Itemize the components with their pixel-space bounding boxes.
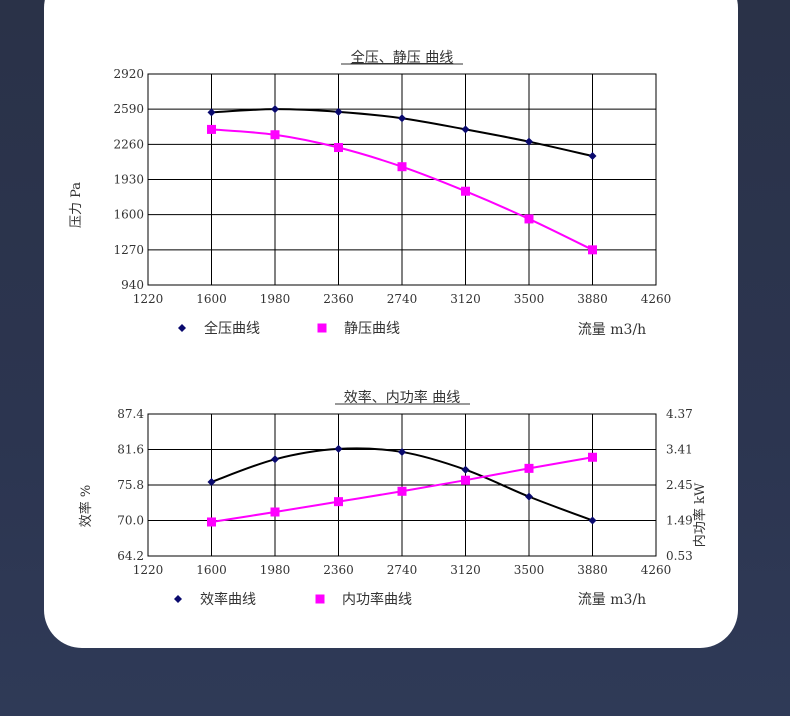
y-tick-label: 1930: [113, 173, 144, 187]
data-point: [271, 455, 279, 464]
y2-tick-label: 1.49: [666, 514, 693, 528]
y-tick-label: 64.2: [117, 549, 144, 563]
efficiency-y2-ticks: 0.53 1.49 2.45 3.41 4.37: [666, 407, 693, 563]
data-point: [397, 486, 407, 496]
data-point: [207, 108, 216, 117]
data-point: [588, 152, 597, 161]
data-point: [334, 444, 343, 453]
data-point: [398, 447, 406, 456]
y-tick-label: 2920: [113, 67, 144, 81]
x-tick-label: 4260: [641, 563, 672, 577]
x-tick-label: 1980: [260, 292, 291, 306]
data-point: [207, 477, 216, 486]
legend-marker: [174, 595, 182, 603]
x-tick-label: 3120: [450, 292, 481, 306]
y2-tick-label: 3.41: [666, 443, 693, 457]
efficiency-x-label: 流量 m3/h: [578, 592, 646, 608]
data-point: [207, 517, 216, 527]
pressure-series: [207, 105, 597, 255]
data-point: [207, 124, 216, 134]
efficiency-chart-grid: [147, 413, 657, 557]
efficiency-y-label: 效率 %: [78, 485, 94, 528]
data-point: [461, 125, 470, 134]
pressure-x-ticks: 1220 1600 1980 2360 2740 3120 3500 3880 4260: [133, 292, 672, 306]
y-tick-label: 2260: [113, 137, 144, 151]
data-point: [461, 475, 470, 485]
y-tick-label: 2590: [113, 102, 144, 116]
y-tick-label: 940: [121, 278, 144, 292]
data-point: [271, 105, 279, 114]
y-tick-label: 87.4: [117, 407, 144, 421]
data-point: [334, 497, 343, 507]
y-tick-label: 70.0: [117, 514, 144, 528]
x-tick-label: 2360: [323, 292, 354, 306]
chart-card: [44, 0, 738, 648]
legend-marker: [317, 323, 327, 333]
x-tick-label: 4260: [641, 292, 672, 306]
efficiency-chart: 效率、内功率 曲线 1220 1600 1980 2360 2740 3120 3500 38…: [78, 389, 708, 608]
power-y-label: 内功率 kW: [692, 482, 708, 547]
pressure-legend: 全压曲线 静压曲线: [178, 320, 400, 337]
efficiency-x-ticks: 1220 1600 1980 2360 2740 3120 3500 3880 4260: [133, 563, 672, 577]
pressure-chart: 全压、静压 曲线 1220 1600 1980 2360 2740 3120 3500 388…: [69, 49, 671, 338]
data-point: [588, 516, 597, 525]
data-point: [397, 162, 407, 172]
data-point: [334, 107, 343, 116]
data-point: [270, 507, 280, 517]
x-tick-label: 1220: [133, 292, 164, 306]
efficiency-series: [207, 444, 597, 527]
x-tick-label: 1600: [196, 563, 227, 577]
data-point: [588, 245, 597, 255]
pressure-y-label: 压力 Pa: [69, 182, 84, 228]
x-tick-label: 1600: [196, 292, 227, 306]
efficiency-chart-title: 效率、内功率 曲线: [344, 389, 460, 406]
data-point: [461, 465, 470, 474]
legend-label: 效率曲线: [200, 591, 256, 608]
y-tick-label: 1600: [113, 208, 144, 222]
legend-label: 全压曲线: [204, 320, 260, 337]
data-point: [524, 214, 534, 224]
x-tick-label: 1980: [260, 563, 291, 577]
data-point: [461, 186, 470, 196]
x-tick-label: 3500: [514, 563, 545, 577]
efficiency-y-ticks: 64.2 70.0 75.8 81.6 87.4: [117, 407, 144, 563]
x-tick-label: 1220: [133, 563, 164, 577]
data-point: [334, 143, 343, 153]
x-tick-label: 2740: [387, 292, 418, 306]
legend-marker: [315, 594, 325, 604]
y-tick-label: 81.6: [117, 443, 144, 457]
data-point: [398, 114, 406, 123]
x-tick-label: 2360: [323, 563, 354, 577]
x-tick-label: 3880: [577, 292, 608, 306]
data-point: [588, 452, 597, 462]
legend-label: 静压曲线: [344, 321, 400, 337]
x-tick-label: 3500: [514, 292, 545, 306]
pressure-chart-grid: [147, 73, 657, 286]
efficiency-legend: 效率曲线 内功率曲线: [174, 591, 412, 608]
pressure-chart-title: 全压、静压 曲线: [351, 49, 453, 66]
y2-tick-label: 2.45: [666, 478, 693, 492]
y-tick-label: 75.8: [117, 478, 144, 492]
x-tick-label: 2740: [387, 563, 418, 577]
pressure-x-label: 流量 m3/h: [578, 322, 646, 338]
data-point: [270, 130, 280, 140]
pressure-y-ticks: 940 1270 1600 1930 2260 2590 2920: [113, 67, 144, 292]
data-point: [525, 137, 533, 146]
legend-label: 内功率曲线: [342, 591, 412, 608]
legend-marker: [178, 324, 186, 332]
y-tick-label: 1270: [113, 243, 144, 257]
y2-tick-label: 0.53: [666, 549, 693, 563]
y2-tick-label: 4.37: [666, 407, 693, 421]
x-tick-label: 3120: [450, 563, 481, 577]
x-tick-label: 3880: [577, 563, 608, 577]
data-point: [524, 463, 534, 473]
data-point: [525, 492, 533, 501]
